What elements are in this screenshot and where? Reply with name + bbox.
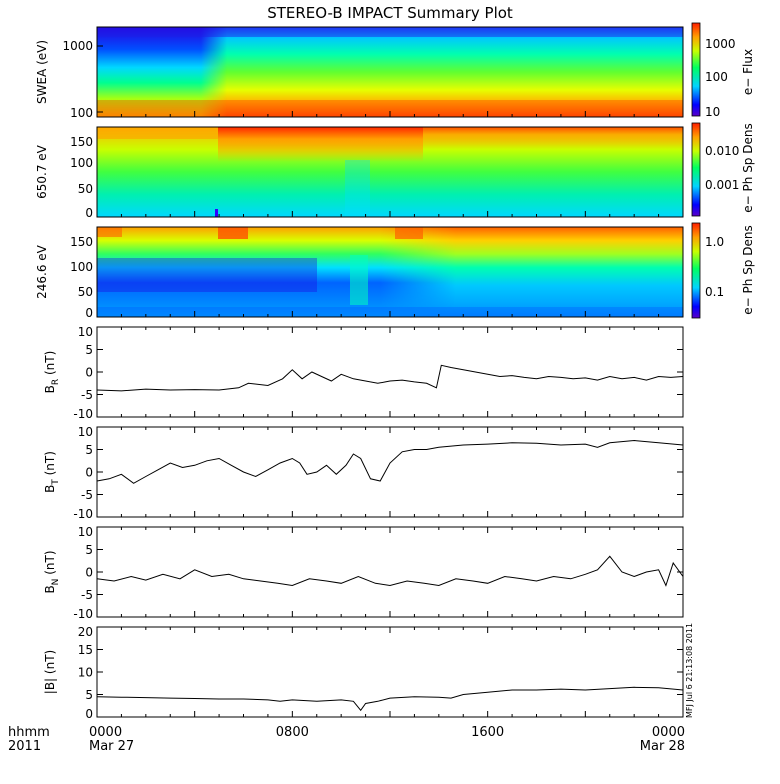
bmag-panel-frame bbox=[96, 626, 684, 718]
swea-ylabel: SWEA (eV) bbox=[35, 40, 49, 104]
pad246-ytick-100: 100 bbox=[70, 260, 93, 274]
pad650-ytick-100: 100 bbox=[70, 156, 93, 170]
bt-ytick-label: 10 bbox=[78, 425, 93, 439]
bn-ytick-label: -10 bbox=[73, 607, 93, 621]
bt-series-line bbox=[96, 439, 684, 484]
bn-ytick-label: 10 bbox=[78, 525, 93, 539]
br-series-line bbox=[96, 364, 684, 392]
br-ytick-label: 10 bbox=[78, 325, 93, 339]
pad246-colorbar bbox=[691, 222, 701, 319]
pad650-spectrogram-image bbox=[97, 127, 683, 217]
plot-timestamp-stamp: MFJ Jul 6 21:13:08 2011 bbox=[685, 623, 694, 718]
pad650-ytick-50: 50 bbox=[78, 182, 93, 196]
bmag-ytick-label: 5 bbox=[85, 688, 93, 702]
br-ytick-label: -10 bbox=[73, 407, 93, 421]
bn-series-line bbox=[96, 555, 684, 587]
bmag-ytick-label: 10 bbox=[78, 666, 93, 680]
pad650-colorbar bbox=[691, 122, 701, 217]
bn-panel: 10 5 0 -5 -10 BN (nT) bbox=[43, 525, 684, 621]
time-tick-date: Mar 27 bbox=[89, 739, 134, 754]
pad650-ytick-0: 0 bbox=[85, 206, 93, 220]
time-tick-label: 1600 bbox=[471, 725, 504, 740]
bt-ytick-label: -10 bbox=[73, 507, 93, 521]
br-ytick-label: 5 bbox=[85, 343, 93, 357]
swea-cbar-tick-10: 10 bbox=[705, 105, 720, 119]
swea-spectrogram-panel: 1000 100 SWEA (eV) 1000 100 10 e− Flux bbox=[35, 22, 755, 120]
pad650-ytick-150: 150 bbox=[70, 135, 93, 149]
br-ytick-label: 0 bbox=[85, 366, 93, 380]
pad650-cbar-tick-0001: 0.001 bbox=[705, 178, 739, 192]
bn-ytick-label: 0 bbox=[85, 566, 93, 580]
swea-colorbar bbox=[691, 22, 701, 117]
pad650-cbar-tick-0010: 0.010 bbox=[705, 144, 739, 158]
figure-title: STEREO-B IMPACT Summary Plot bbox=[267, 4, 513, 22]
pad246-ytick-50: 50 bbox=[78, 285, 93, 299]
bmag-ytick-label: 20 bbox=[78, 625, 93, 639]
pad246-ylabel: 246.6 eV bbox=[35, 244, 49, 299]
pad246-cbar-label: e− Ph Sp Dens bbox=[741, 225, 755, 314]
bt-panel: 10 5 0 -5 -10 BT (nT) bbox=[43, 425, 684, 521]
br-ytick-label: -5 bbox=[81, 388, 93, 402]
pad650-ylabel: 650.7 eV bbox=[35, 144, 49, 199]
bmag-series-line bbox=[96, 686, 684, 712]
bn-panel-frame bbox=[96, 526, 684, 618]
bmag-panel: 20 15 10 5 0 |B| (nT) bbox=[43, 625, 684, 721]
bmag-ytick-label: 0 bbox=[85, 707, 93, 721]
pad650-spectrogram-panel: 150 100 50 0 650.7 eV 0.010 0.001 e− Ph … bbox=[35, 122, 755, 220]
pad246-cbar-tick-0-1: 0.1 bbox=[705, 285, 724, 299]
swea-ytick-100: 100 bbox=[70, 106, 93, 120]
time-tick-label: 0000 bbox=[89, 725, 122, 740]
swea-spectrogram-image bbox=[97, 27, 683, 117]
swea-cbar-tick-1000: 1000 bbox=[705, 37, 736, 51]
bt-panel-frame bbox=[96, 426, 684, 518]
time-tick-label: 0000 bbox=[652, 725, 685, 740]
bt-ylabel: BT (nT) bbox=[43, 451, 61, 493]
pad246-cbar-tick-1-0: 1.0 bbox=[705, 235, 724, 249]
swea-cbar-label: e− Flux bbox=[741, 49, 755, 95]
bt-ytick-label: -5 bbox=[81, 488, 93, 502]
swea-ytick-1000: 1000 bbox=[62, 39, 93, 53]
time-axis-label-year: 2011 bbox=[8, 739, 41, 754]
time-tick-label: 0800 bbox=[276, 725, 309, 740]
br-panel-frame bbox=[96, 326, 684, 418]
pad246-ytick-0: 0 bbox=[85, 306, 93, 320]
time-tick-date: Mar 28 bbox=[640, 739, 685, 754]
br-panel: 10 5 0 -5 -10 BR (nT) bbox=[43, 325, 684, 421]
swea-cbar-tick-100: 100 bbox=[705, 70, 728, 84]
pad246-ytick-150: 150 bbox=[70, 235, 93, 249]
bmag-ytick-label: 15 bbox=[78, 643, 93, 657]
bt-ytick-label: 5 bbox=[85, 443, 93, 457]
bmag-ylabel: |B| (nT) bbox=[43, 650, 57, 694]
pad246-spectrogram-panel: 150 100 50 0 246.6 eV 1.0 0.1 e− Ph Sp D… bbox=[35, 222, 755, 320]
pad650-cbar-label: e− Ph Sp Dens bbox=[741, 123, 755, 212]
bn-ylabel: BN (nT) bbox=[43, 550, 61, 593]
bt-ytick-label: 0 bbox=[85, 466, 93, 480]
br-ylabel: BR (nT) bbox=[43, 351, 61, 394]
bn-ytick-label: -5 bbox=[81, 588, 93, 602]
time-axis-label-hhmm: hhmm bbox=[8, 725, 50, 740]
bn-ytick-label: 5 bbox=[85, 543, 93, 557]
pad246-spectrogram-image bbox=[97, 227, 683, 317]
